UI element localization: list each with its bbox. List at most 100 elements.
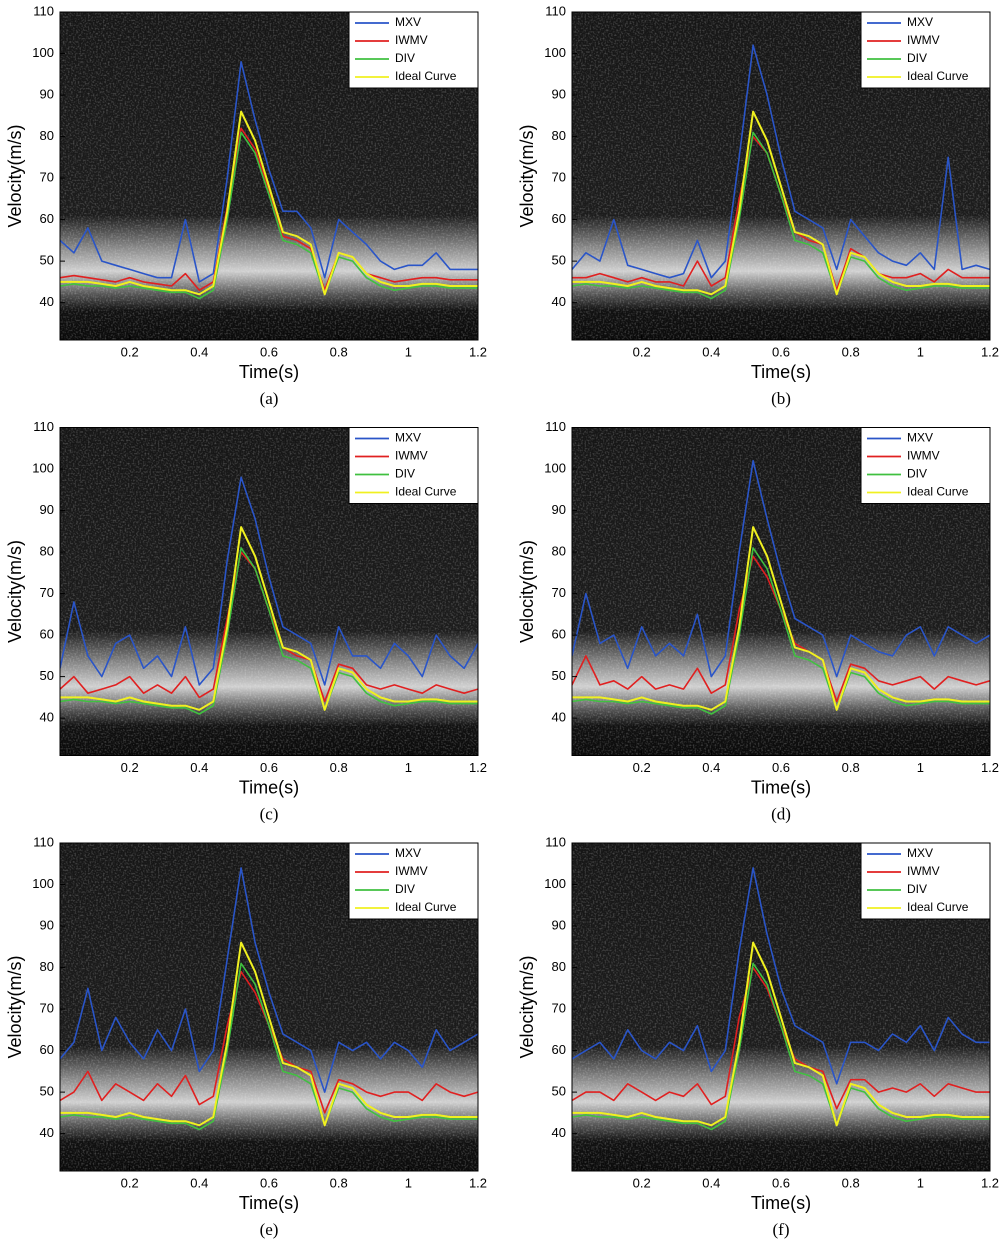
series-line xyxy=(572,526,990,711)
x-tick-label: 0.2 xyxy=(633,760,651,775)
legend-box xyxy=(860,11,991,89)
caption: (c) xyxy=(260,804,279,823)
y-tick-label: 70 xyxy=(552,1001,566,1016)
x-tick-label: 0.2 xyxy=(633,344,651,359)
y-tick-label: 60 xyxy=(40,627,54,642)
series-line xyxy=(572,962,990,1131)
x-tick-label: 1 xyxy=(405,760,412,775)
y-tick-label: 60 xyxy=(552,1042,566,1057)
x-tick-label: 0.6 xyxy=(260,344,278,359)
x-tick-label: 1.2 xyxy=(981,760,999,775)
y-tick-label: 100 xyxy=(544,876,566,891)
x-tick-label: 1 xyxy=(917,344,924,359)
panel: 40 50 60 70 80 90 100 110 0.2 0.4 0.6 0.8 1 1.2 Time(s… xyxy=(5,3,487,407)
y-tick-label: 80 xyxy=(552,128,566,143)
x-tick-label: 0.6 xyxy=(260,760,278,775)
legend-label: DIV xyxy=(395,51,415,65)
y-tick-label: 70 xyxy=(552,170,566,185)
legend-label: IWMV xyxy=(907,449,940,463)
x-tick-label: 0.8 xyxy=(842,1175,860,1190)
caption: (a) xyxy=(260,389,279,408)
y-tick-label: 40 xyxy=(40,294,54,309)
y-axis-label: Velocity(m/s) xyxy=(5,124,25,227)
legend-label: IWMV xyxy=(395,449,428,463)
legend-label: MXV xyxy=(395,846,421,860)
caption: (b) xyxy=(771,389,791,408)
series-line xyxy=(572,110,990,296)
series-line xyxy=(572,131,990,300)
series-line xyxy=(60,526,478,711)
legend-label: DIV xyxy=(395,467,415,481)
y-tick-label: 100 xyxy=(32,460,54,475)
panel: 40 50 60 70 80 90 100 110 0.2 0.4 0.6 0.8 1 1.2 Time(s… xyxy=(5,419,487,823)
legend-label: Ideal Curve xyxy=(907,485,969,499)
x-tick-label: 1.2 xyxy=(981,1175,999,1190)
series-line xyxy=(60,547,478,715)
y-tick-label: 90 xyxy=(40,502,54,517)
y-tick-label: 60 xyxy=(552,211,566,226)
legend-label: MXV xyxy=(907,15,933,29)
plot-lines xyxy=(60,61,478,300)
y-tick-label: 70 xyxy=(40,1001,54,1016)
legend-label: MXV xyxy=(907,431,933,445)
y-tick-label: 90 xyxy=(552,502,566,517)
x-tick-label: 1.2 xyxy=(469,1175,487,1190)
legend-box xyxy=(860,842,991,920)
series-line xyxy=(60,867,478,1093)
legend-label: Ideal Curve xyxy=(395,900,457,914)
legend-label: DIV xyxy=(907,882,927,896)
y-tick-label: 70 xyxy=(40,585,54,600)
x-tick-label: 1.2 xyxy=(469,344,487,359)
y-axis-label: Velocity(m/s) xyxy=(5,540,25,643)
x-axis-label: Time(s) xyxy=(751,777,811,797)
y-tick-label: 100 xyxy=(32,876,54,891)
x-tick-label: 0.4 xyxy=(702,760,720,775)
legend-box xyxy=(348,427,479,504)
x-tick-label: 1 xyxy=(405,1175,412,1190)
series-line xyxy=(572,44,990,279)
caption: (e) xyxy=(260,1220,279,1239)
series-line xyxy=(60,131,478,300)
y-tick-label: 80 xyxy=(552,543,566,558)
x-tick-label: 0.6 xyxy=(260,1175,278,1190)
x-tick-label: 0.4 xyxy=(190,1175,208,1190)
panel: 40 50 60 70 80 90 100 110 0.2 0.4 0.6 0.8 1 1.2 Time(s… xyxy=(517,3,999,407)
panel: 40 50 60 70 80 90 100 110 0.2 0.4 0.6 0.8 1 1.2 Time(s… xyxy=(5,834,487,1238)
legend-label: MXV xyxy=(395,15,421,29)
series-line xyxy=(60,110,478,296)
y-tick-label: 100 xyxy=(32,45,54,60)
x-tick-label: 0.2 xyxy=(121,1175,139,1190)
y-tick-label: 50 xyxy=(40,1084,54,1099)
y-tick-label: 80 xyxy=(40,959,54,974)
y-tick-label: 70 xyxy=(40,170,54,185)
y-tick-label: 110 xyxy=(545,419,566,434)
y-tick-label: 80 xyxy=(552,959,566,974)
y-tick-label: 110 xyxy=(33,419,54,434)
legend-box xyxy=(348,842,479,920)
y-tick-label: 60 xyxy=(552,627,566,642)
plot-lines xyxy=(572,459,990,715)
x-tick-label: 1 xyxy=(917,760,924,775)
x-tick-label: 0.8 xyxy=(842,344,860,359)
y-tick-label: 80 xyxy=(40,128,54,143)
y-tick-label: 90 xyxy=(552,917,566,932)
y-tick-label: 90 xyxy=(40,86,54,101)
legend-label: IWMV xyxy=(395,33,428,47)
x-axis-label: Time(s) xyxy=(239,1193,299,1213)
x-axis-label: Time(s) xyxy=(751,1193,811,1213)
x-tick-label: 0.6 xyxy=(772,344,790,359)
y-tick-label: 110 xyxy=(545,834,566,849)
y-tick-label: 40 xyxy=(552,1125,566,1140)
legend-box xyxy=(860,427,991,504)
legend-label: DIV xyxy=(907,467,927,481)
x-tick-label: 0.8 xyxy=(330,760,348,775)
legend-label: MXV xyxy=(907,846,933,860)
series-line xyxy=(60,61,478,283)
y-tick-label: 40 xyxy=(552,294,566,309)
series-line xyxy=(572,547,990,715)
y-axis-label: Velocity(m/s) xyxy=(5,955,25,1058)
y-tick-label: 110 xyxy=(33,834,54,849)
x-tick-label: 0.2 xyxy=(633,1175,651,1190)
